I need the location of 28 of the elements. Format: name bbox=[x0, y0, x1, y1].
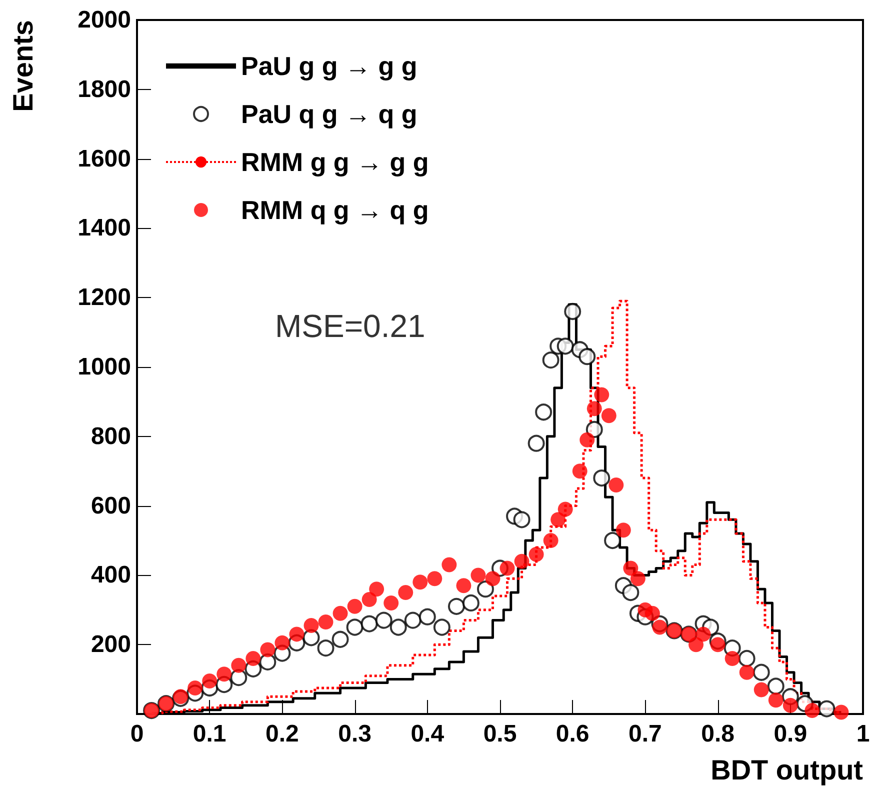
x-tick-label: 1 bbox=[856, 720, 870, 748]
x-tick-label: 0.9 bbox=[774, 720, 808, 748]
x-tick-label: 0.1 bbox=[192, 720, 226, 748]
x-tick-label: 0.8 bbox=[701, 720, 734, 748]
y-tick-label: 1200 bbox=[78, 284, 131, 312]
y-tick-label: 1400 bbox=[78, 214, 131, 242]
y-axis-title: Events bbox=[8, 20, 38, 112]
legend-label: PaU g g → g g bbox=[241, 51, 418, 81]
x-axis-title: BDT output bbox=[710, 754, 863, 786]
y-tick-label: 1600 bbox=[78, 145, 131, 172]
x-tick-label: 0.3 bbox=[338, 720, 372, 748]
y-tick-label: 600 bbox=[90, 492, 131, 520]
x-tick-label: 0.6 bbox=[556, 720, 590, 748]
x-tick-label: 0 bbox=[130, 720, 144, 748]
y-tick-label: 1800 bbox=[78, 76, 131, 103]
annotation: MSE=0.21 bbox=[275, 308, 426, 344]
y-tick-label: 2000 bbox=[78, 6, 131, 34]
legend-label: PaU q g → q g bbox=[241, 99, 418, 129]
legend-label: RMM q g → q g bbox=[241, 195, 429, 225]
y-tick-label: 800 bbox=[90, 422, 131, 450]
x-tick-label: 0.2 bbox=[266, 720, 299, 748]
x-tick-label: 0.4 bbox=[410, 720, 445, 748]
y-tick-label: 200 bbox=[90, 631, 131, 658]
y-tick-label: 400 bbox=[90, 562, 131, 589]
y-tick-label: 1000 bbox=[78, 354, 131, 380]
x-tick-label: 0.7 bbox=[628, 720, 662, 748]
x-tick-label: 0.5 bbox=[483, 720, 517, 748]
legend-label: RMM g g → g g bbox=[241, 147, 429, 177]
